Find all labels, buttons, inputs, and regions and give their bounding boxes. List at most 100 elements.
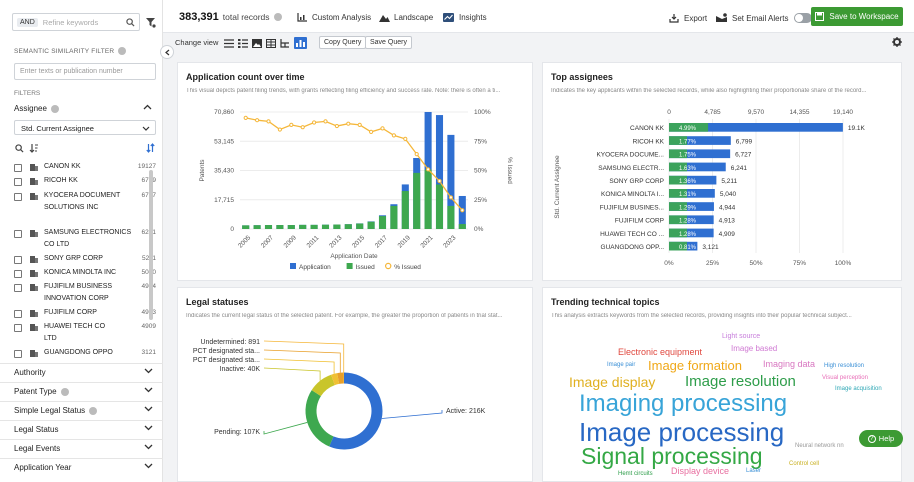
y2-tick-label: 100%	[474, 109, 491, 116]
topic-word[interactable]: Neural network nn	[795, 443, 844, 449]
checkbox[interactable]	[14, 230, 22, 238]
assignee-item[interactable]: RICOH KK6799	[14, 177, 118, 187]
checkbox[interactable]	[14, 270, 22, 278]
assignee-header[interactable]: Assignee	[14, 104, 156, 113]
filter-patent-type[interactable]: Patent Type	[0, 382, 163, 400]
topic-word[interactable]: Image based	[731, 345, 777, 353]
assignee-item[interactable]: SAMSUNG ELECTRONICS CO LTD6241	[14, 229, 134, 251]
leader-line	[264, 368, 320, 381]
category-label: FUJIFILM CORP	[615, 218, 664, 225]
topic-word[interactable]: Imaging processing	[579, 392, 787, 416]
issued-bar	[242, 225, 249, 229]
list-view-icon[interactable]	[224, 39, 234, 48]
topic-word[interactable]: Laser	[746, 468, 761, 474]
value-label: 5,211	[721, 178, 737, 185]
topic-word[interactable]: Image formation	[648, 359, 742, 372]
x-tick-label: 2011	[306, 234, 321, 249]
percent-label: 1.63%	[679, 166, 697, 172]
filter-simple-legal-status[interactable]: Simple Legal Status	[0, 401, 163, 419]
value-label: 6,727	[735, 152, 752, 159]
topic-word[interactable]: Imaging data	[763, 360, 815, 369]
sort-icon[interactable]	[29, 143, 39, 153]
building-icon	[30, 283, 38, 291]
settings-gear-icon[interactable]	[892, 37, 902, 47]
detail-view-icon[interactable]	[238, 39, 248, 48]
sort-desc-icon[interactable]	[146, 143, 155, 153]
help-button[interactable]: ? Help	[859, 430, 903, 447]
filter-legal-events[interactable]: Legal Events	[0, 439, 163, 457]
assignee-scrollbar[interactable]	[149, 170, 153, 320]
semantic-input[interactable]: Enter texts or publication number	[14, 63, 156, 80]
leader-line	[264, 350, 340, 373]
save-query-button[interactable]: Save Query	[365, 36, 412, 49]
issued-percent-point	[449, 196, 452, 199]
assignee-item[interactable]: GUANGDONG OPPO3121	[14, 349, 134, 359]
checkbox[interactable]	[14, 350, 22, 358]
topic-word[interactable]: Image display	[569, 375, 655, 389]
value-label: 4,909	[719, 231, 736, 238]
info-icon	[89, 407, 97, 415]
checkbox[interactable]	[14, 164, 22, 172]
and-toggle[interactable]: AND	[17, 18, 38, 27]
export-button[interactable]: Export	[669, 13, 707, 23]
topic-word[interactable]: Image resolution	[685, 374, 796, 389]
topic-word[interactable]: Hemt circuits	[618, 471, 653, 477]
topic-word[interactable]: Image processing	[579, 419, 784, 445]
refine-keywords-input[interactable]: Refine keywords	[43, 18, 126, 27]
toggle-switch[interactable]	[794, 13, 812, 23]
assignee-type-select[interactable]: Std. Current Assignee	[14, 120, 156, 135]
assignee-item[interactable]: SONY GRP CORP5211	[14, 255, 118, 265]
topic-word[interactable]: Image acquisition	[835, 386, 882, 392]
percent-label: 1.28%	[679, 219, 697, 225]
topic-word[interactable]: Image pair	[607, 362, 635, 368]
assignee-item[interactable]: KONICA MINOLTA INC5040	[14, 269, 139, 279]
x-tick-label: 2019	[397, 234, 412, 249]
filter-settings-icon[interactable]	[145, 17, 156, 28]
building-icon	[30, 255, 38, 263]
custom-analysis-button[interactable]: Custom Analysis	[297, 13, 371, 22]
search-icon[interactable]	[15, 144, 24, 153]
bottom-x-tick-label: 100%	[835, 260, 852, 267]
chart-icon	[297, 13, 307, 22]
search-icon[interactable]	[126, 18, 135, 27]
checkbox[interactable]	[14, 193, 22, 201]
topic-word[interactable]: Light source	[722, 333, 760, 340]
checkbox[interactable]	[14, 256, 22, 264]
issued-percent-point	[313, 121, 316, 124]
topic-word[interactable]: Display device	[671, 467, 729, 476]
assignee-item[interactable]: KYOCERA DOCUMENT SOLUTIONS INC6727	[14, 192, 144, 214]
image-view-icon[interactable]	[252, 39, 262, 48]
top-x-tick-label: 0	[667, 109, 671, 116]
refine-search[interactable]: AND Refine keywords	[12, 13, 140, 31]
filter-application-year[interactable]: Application Year	[0, 458, 163, 476]
assignee-item[interactable]: HUAWEI TECH CO LTD4909	[14, 323, 118, 345]
collapse-sidebar-button[interactable]	[160, 45, 174, 59]
analytics-view-icon[interactable]	[294, 37, 307, 49]
save-workspace-button[interactable]: Save to Workspace	[811, 7, 903, 26]
assignee-item[interactable]: CANON KK19127	[14, 163, 118, 173]
checkbox[interactable]	[14, 324, 22, 332]
copy-query-button[interactable]: Copy Query	[319, 36, 366, 49]
checkbox[interactable]	[14, 178, 22, 186]
filter-authority[interactable]: Authority	[0, 363, 163, 381]
value-label: 6,799	[736, 138, 753, 145]
percent-label: 1.36%	[679, 179, 697, 185]
insights-button[interactable]: Insights	[443, 13, 487, 22]
topic-word[interactable]: Electronic equipment	[618, 348, 702, 357]
checkbox[interactable]	[14, 284, 22, 292]
topic-word[interactable]: Visual perception	[822, 375, 868, 381]
export-icon	[669, 13, 679, 23]
assignee-item[interactable]: FUJIFILM CORP4913	[14, 309, 118, 319]
topic-word[interactable]: Control cell	[789, 461, 819, 467]
filter-legal-status[interactable]: Legal Status	[0, 420, 163, 438]
table-view-icon[interactable]	[266, 39, 276, 48]
email-alerts-toggle[interactable]: Set Email Alerts	[716, 13, 812, 23]
topic-word[interactable]: High resolution	[824, 363, 864, 369]
tree-view-icon[interactable]	[280, 39, 290, 48]
topic-word[interactable]: Signal processing	[581, 445, 763, 468]
checkbox[interactable]	[14, 310, 22, 318]
landscape-button[interactable]: Landscape	[379, 13, 433, 22]
chevron-up-icon[interactable]	[143, 104, 152, 110]
assignee-item[interactable]: FUJIFILM BUSINESS INNOVATION CORP4944	[14, 283, 134, 305]
issued-bar	[368, 222, 375, 229]
